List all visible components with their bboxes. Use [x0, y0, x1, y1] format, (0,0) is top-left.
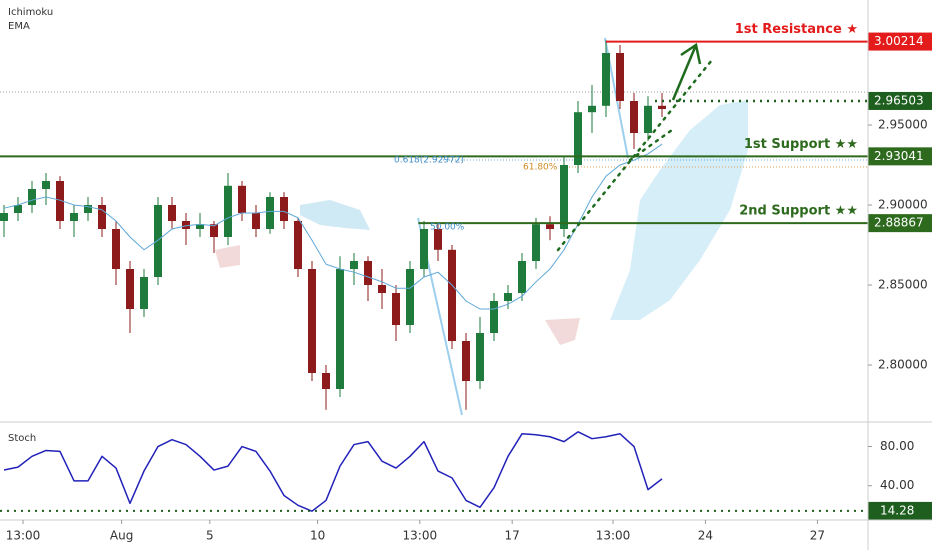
candle-body: [182, 221, 191, 229]
candle-body: [462, 341, 471, 381]
candle-body: [27, 189, 36, 205]
y-tick-label: 2.80000: [878, 358, 928, 372]
candle-body: [294, 221, 303, 269]
candle-body: [140, 277, 149, 309]
ema-line: [3, 143, 663, 310]
price-tag: [868, 501, 932, 520]
candle-body: [350, 261, 359, 269]
level-label: 2nd Support ★★: [739, 204, 858, 219]
candle-body: [252, 213, 261, 229]
candle-body: [224, 185, 233, 237]
candle-body: [378, 285, 387, 293]
y-tick-label: 2.95000: [878, 118, 928, 132]
price-tag: [868, 91, 932, 110]
price-tag: [868, 32, 932, 51]
candle-body: [322, 373, 331, 389]
candle-body: [532, 224, 541, 261]
indicator-label: Ichimoku: [8, 7, 53, 18]
candle-body: [560, 165, 569, 229]
fib-label: 0.618(2.92972): [394, 156, 464, 166]
x-tick-label: 13:00: [596, 529, 631, 543]
candle-body: [658, 105, 667, 109]
x-tick-label: 24: [698, 529, 713, 543]
fib-label: 50.00%: [430, 223, 465, 233]
price-tag: [868, 214, 932, 233]
x-tick-label: 10: [310, 529, 325, 543]
price-tag: [868, 147, 932, 166]
candle-body: [588, 105, 597, 113]
candle-body: [420, 229, 429, 269]
x-tick-label: 17: [505, 529, 520, 543]
candle-body: [98, 205, 107, 229]
price-tag-label: 14.28: [880, 503, 914, 517]
candle-body: [616, 53, 625, 101]
candle-body: [0, 213, 8, 221]
arrow: [671, 44, 698, 101]
candle-body: [490, 301, 499, 333]
price-tag-label: 2.93041: [874, 149, 924, 163]
price-tag-label: 2.88867: [874, 216, 924, 230]
candle-body: [266, 197, 275, 229]
candle-body: [56, 181, 65, 221]
candle-body: [574, 112, 583, 165]
fib-label: 61.80%: [523, 163, 558, 173]
y-tick-label: 2.85000: [878, 278, 928, 292]
panel-title: Stoch: [8, 433, 36, 444]
candle-body: [196, 224, 205, 229]
candle-body: [154, 205, 163, 277]
candle-body: [84, 205, 93, 213]
candle-body: [546, 224, 555, 229]
x-tick-label: 13:00: [6, 529, 41, 543]
candle-body: [392, 293, 401, 325]
candle-body: [112, 229, 121, 269]
x-tick-label: 5: [206, 529, 214, 543]
price-tag-label: 3.00214: [874, 34, 924, 48]
candle-body: [504, 293, 513, 301]
candle-body: [70, 213, 79, 221]
level-label: 1st Resistance ★: [735, 22, 858, 37]
candle-body: [602, 53, 611, 106]
candle-body: [406, 269, 415, 325]
candle-body: [364, 261, 373, 285]
y-tick-label: 2.90000: [878, 198, 928, 212]
candle-body: [476, 333, 485, 381]
candle-body: [126, 269, 135, 309]
price-tag-label: 2.96503: [874, 93, 924, 107]
candle-body: [238, 185, 247, 213]
x-tick-label: Aug: [110, 529, 133, 543]
candle-body: [13, 205, 22, 213]
trend-line: [628, 128, 674, 162]
candle-body: [630, 101, 639, 133]
candle-body: [434, 229, 443, 250]
stoch-line: [3, 431, 663, 512]
candle-body: [42, 181, 51, 189]
trend-line: [556, 58, 714, 252]
arrow-head: [680, 42, 702, 65]
cloud: [610, 100, 748, 320]
candle-body: [308, 269, 317, 373]
candle-body: [280, 197, 289, 221]
cloud: [545, 318, 580, 345]
candle-body: [210, 224, 219, 237]
cloud: [215, 245, 240, 268]
y-tick-label: 40.00: [880, 478, 914, 492]
candle-body: [448, 249, 457, 341]
y-tick-label: 80.00: [880, 439, 914, 453]
indicator-label: EMA: [8, 21, 30, 32]
x-tick-label: 13:00: [403, 529, 438, 543]
candle-body: [518, 261, 527, 293]
candle-body: [644, 105, 653, 133]
level-label: 1st Support ★★: [744, 137, 858, 152]
candle-body: [168, 205, 177, 221]
candle-body: [336, 269, 345, 389]
cloud: [300, 200, 370, 230]
x-tick-label: 27: [810, 529, 825, 543]
